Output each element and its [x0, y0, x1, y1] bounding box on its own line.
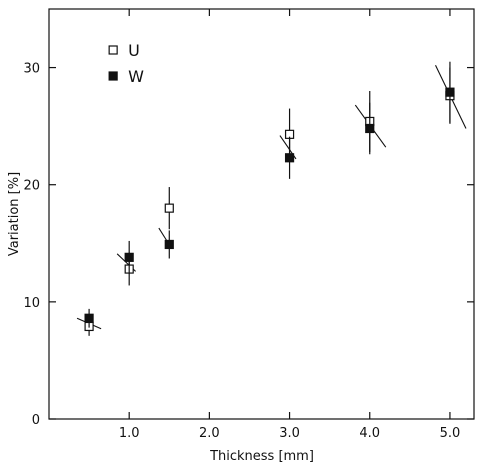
data-layer — [76, 61, 467, 336]
x-tick-label: 5.0 — [440, 426, 461, 441]
legend-marker-w — [108, 71, 118, 81]
y-tick-label: 30 — [23, 62, 40, 77]
u-point — [164, 203, 174, 213]
slope-segment — [158, 227, 169, 243]
axes-layer: 1.0 2.0 3.0 4.0 5.0 0 10 20 30 — [23, 9, 474, 441]
y-axis-label: Variation [%] — [7, 172, 22, 256]
w-point — [84, 313, 94, 323]
legend-label-u: U — [128, 41, 140, 60]
x-tick-label: 1.0 — [119, 426, 140, 441]
plot-frame — [48, 8, 475, 420]
legend-marker-u — [108, 45, 118, 55]
y-tick-label: 20 — [23, 179, 40, 194]
y-tick-label: 10 — [23, 296, 40, 311]
w-point — [365, 123, 375, 134]
w-point — [284, 153, 295, 163]
x-axis-label: Thickness [mm] — [209, 449, 314, 464]
w-point — [164, 239, 174, 250]
w-point — [124, 252, 134, 262]
legend-label-w: W — [128, 67, 144, 86]
x-tick-label: 3.0 — [279, 426, 300, 441]
legend: UW — [108, 41, 144, 86]
x-tick-label: 2.0 — [199, 426, 220, 441]
y-tick-label: 0 — [32, 413, 40, 428]
x-tick-label: 4.0 — [359, 426, 380, 441]
w-point — [445, 87, 455, 97]
